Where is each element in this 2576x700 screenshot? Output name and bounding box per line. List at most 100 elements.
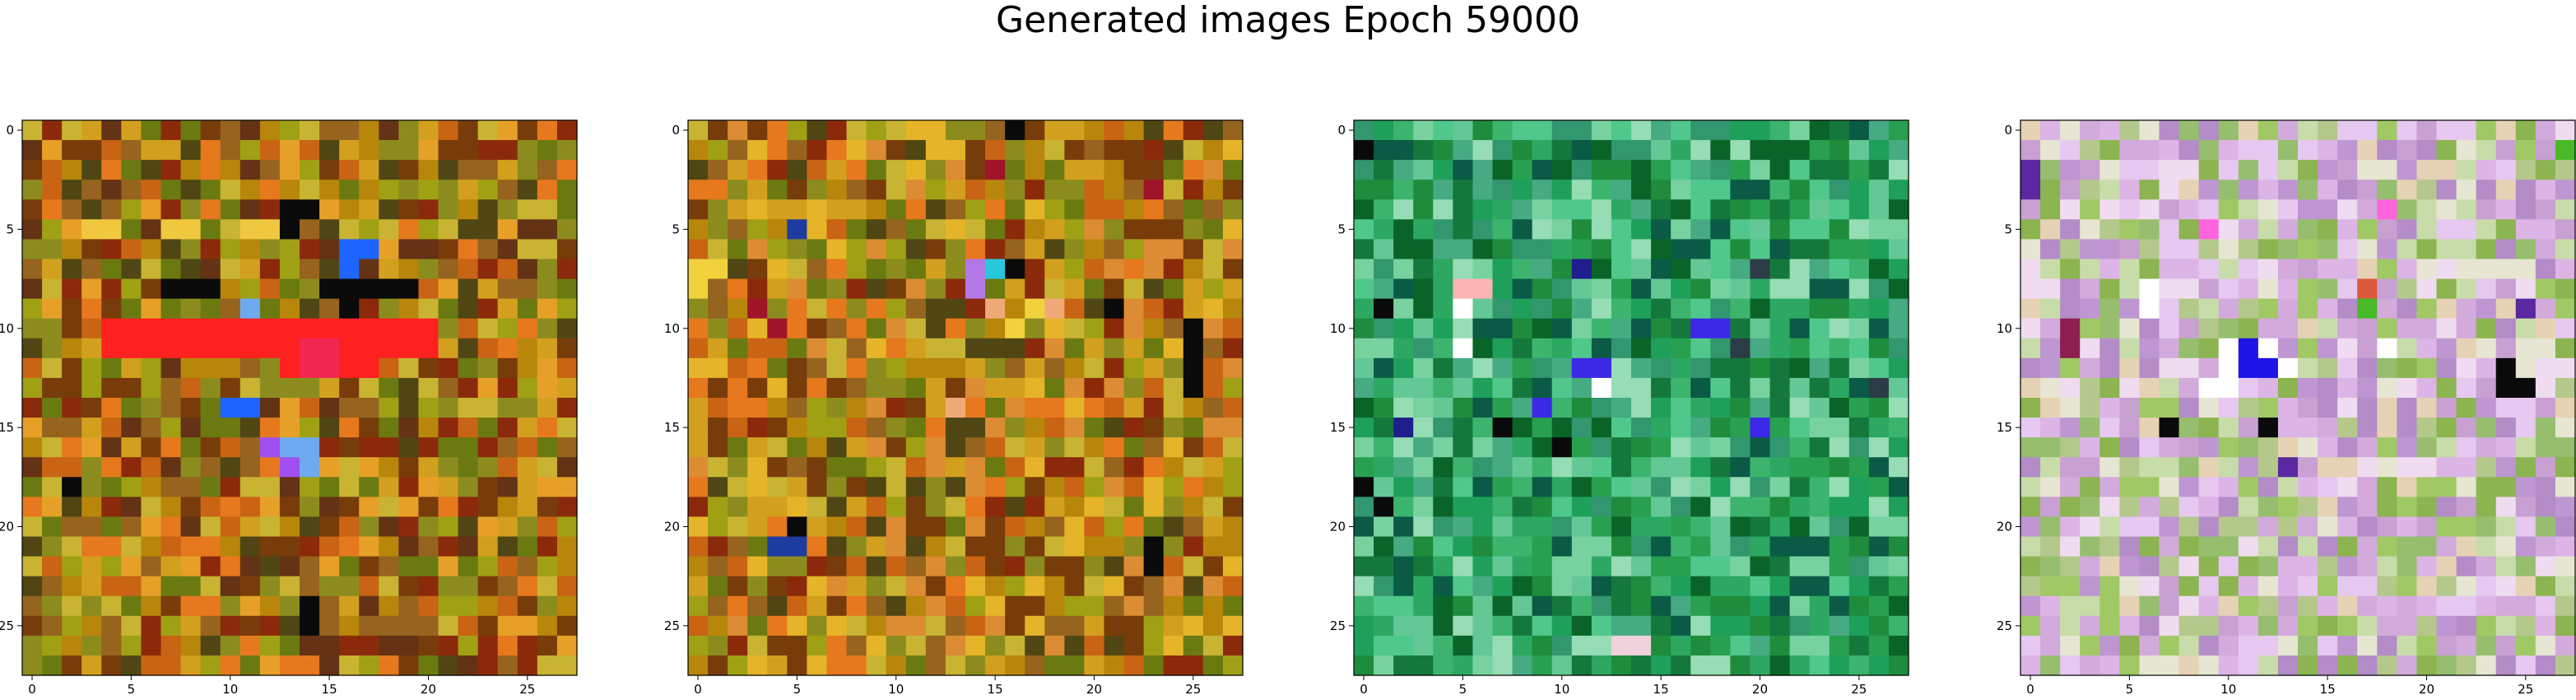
pixel xyxy=(1064,239,1086,260)
pixel xyxy=(1025,516,1045,538)
pixel xyxy=(537,655,558,676)
pixel xyxy=(787,477,808,497)
pixel xyxy=(1651,497,1672,518)
pixel xyxy=(807,536,828,558)
pixel xyxy=(1374,219,1394,240)
pixel xyxy=(2476,259,2497,280)
pixel xyxy=(2040,338,2061,359)
pixel xyxy=(1143,298,1165,320)
pixel xyxy=(220,595,241,617)
pixel xyxy=(728,655,748,676)
pixel xyxy=(826,457,848,478)
pixel xyxy=(101,160,122,180)
pixel xyxy=(1512,377,1533,399)
pixel xyxy=(2298,318,2318,339)
pixel xyxy=(846,615,867,637)
pixel xyxy=(22,457,43,478)
pixel xyxy=(141,516,162,538)
pixel xyxy=(886,219,907,240)
pixel xyxy=(180,199,202,220)
pixel xyxy=(1750,497,1771,518)
pixel xyxy=(2119,437,2141,458)
pixel xyxy=(2377,298,2397,320)
pixel xyxy=(398,398,420,418)
pixel xyxy=(1492,140,1514,161)
pixel xyxy=(497,398,518,418)
pixel xyxy=(985,615,1006,637)
pixel xyxy=(1084,140,1105,161)
pixel xyxy=(517,219,538,240)
pixel xyxy=(1809,278,1830,300)
pixel xyxy=(1123,219,1145,240)
pixel xyxy=(239,595,261,617)
pixel xyxy=(846,497,867,518)
pixel xyxy=(1750,120,1771,141)
pixel xyxy=(965,120,986,141)
pixel xyxy=(2357,160,2378,180)
pixel xyxy=(2318,180,2338,200)
pixel xyxy=(62,377,82,399)
pixel xyxy=(121,140,142,161)
pixel xyxy=(925,219,946,240)
pixel xyxy=(62,477,82,497)
pixel xyxy=(1143,497,1165,518)
pixel xyxy=(2238,615,2259,637)
pixel xyxy=(2535,219,2556,240)
pixel xyxy=(2535,199,2556,220)
pixel xyxy=(1631,140,1652,161)
pixel xyxy=(2099,655,2120,676)
pixel xyxy=(1571,477,1593,497)
pixel xyxy=(2555,418,2576,438)
pixel xyxy=(1005,576,1025,597)
pixel xyxy=(279,239,300,260)
pixel xyxy=(1354,338,1374,359)
pixel xyxy=(300,259,320,280)
pixel xyxy=(101,457,122,478)
pixel xyxy=(866,615,887,637)
pixel xyxy=(2099,398,2120,418)
pixel xyxy=(1848,576,1870,597)
pixel xyxy=(1809,219,1830,240)
pixel xyxy=(160,477,182,497)
pixel xyxy=(2298,160,2318,180)
pixel xyxy=(1183,239,1204,260)
pixel xyxy=(556,140,578,161)
pixel xyxy=(1183,635,1204,656)
pixel xyxy=(2397,160,2418,180)
pixel xyxy=(1829,120,1850,141)
pixel xyxy=(846,259,867,280)
pixel xyxy=(81,516,102,538)
pixel xyxy=(1202,576,1224,597)
pixel xyxy=(1888,655,1909,676)
pixel xyxy=(1868,298,1890,320)
pixel xyxy=(2456,595,2477,617)
pixel xyxy=(121,418,142,438)
x-tick-label: 0 xyxy=(28,682,36,697)
pixel xyxy=(728,615,748,637)
pixel xyxy=(905,377,927,399)
pixel xyxy=(477,398,499,418)
pixel xyxy=(1492,199,1514,220)
x-tick-label: 5 xyxy=(2126,682,2134,697)
pixel xyxy=(1044,180,1065,200)
pixel xyxy=(1084,635,1105,656)
pixel xyxy=(1512,219,1533,240)
pixel xyxy=(2277,457,2299,478)
pixel xyxy=(787,278,808,300)
pixel xyxy=(42,615,63,637)
pixel xyxy=(1551,398,1573,418)
pixel xyxy=(1868,457,1890,478)
pixel xyxy=(1512,298,1533,320)
pixel xyxy=(2099,635,2120,656)
pixel xyxy=(1631,338,1652,359)
pixel xyxy=(339,398,360,418)
pixel xyxy=(121,259,142,280)
pixel xyxy=(22,576,43,597)
pixel xyxy=(1453,338,1474,359)
pixel xyxy=(2456,180,2477,200)
pixel xyxy=(1512,516,1533,538)
pixel xyxy=(945,595,966,617)
pixel xyxy=(1143,516,1165,538)
pixel xyxy=(925,615,946,637)
pixel xyxy=(1750,199,1771,220)
